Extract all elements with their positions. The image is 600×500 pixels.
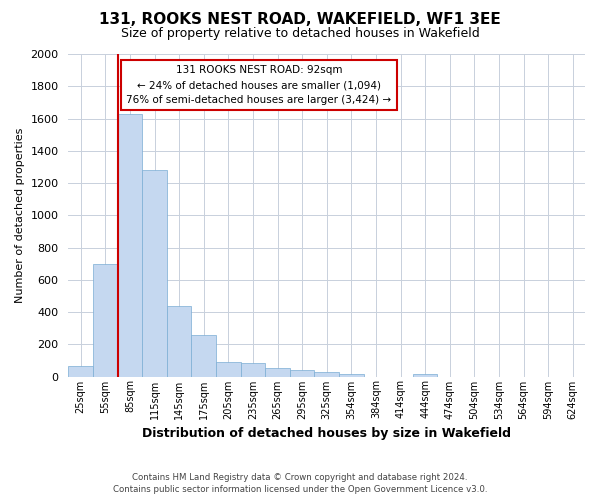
Text: 131, ROOKS NEST ROAD, WAKEFIELD, WF1 3EE: 131, ROOKS NEST ROAD, WAKEFIELD, WF1 3EE <box>99 12 501 28</box>
Bar <box>413 374 437 376</box>
Bar <box>118 114 142 376</box>
Bar <box>314 372 339 376</box>
Bar <box>167 306 191 376</box>
Bar <box>68 366 93 376</box>
Bar <box>290 370 314 376</box>
Bar <box>216 362 241 376</box>
Text: Size of property relative to detached houses in Wakefield: Size of property relative to detached ho… <box>121 28 479 40</box>
X-axis label: Distribution of detached houses by size in Wakefield: Distribution of detached houses by size … <box>142 427 511 440</box>
Bar <box>339 374 364 376</box>
Text: Contains HM Land Registry data © Crown copyright and database right 2024.
Contai: Contains HM Land Registry data © Crown c… <box>113 472 487 494</box>
Bar <box>191 336 216 376</box>
Text: 131 ROOKS NEST ROAD: 92sqm
← 24% of detached houses are smaller (1,094)
76% of s: 131 ROOKS NEST ROAD: 92sqm ← 24% of deta… <box>127 66 392 105</box>
Bar <box>241 363 265 376</box>
Bar <box>142 170 167 376</box>
Bar <box>93 264 118 376</box>
Y-axis label: Number of detached properties: Number of detached properties <box>15 128 25 303</box>
Bar <box>265 368 290 376</box>
